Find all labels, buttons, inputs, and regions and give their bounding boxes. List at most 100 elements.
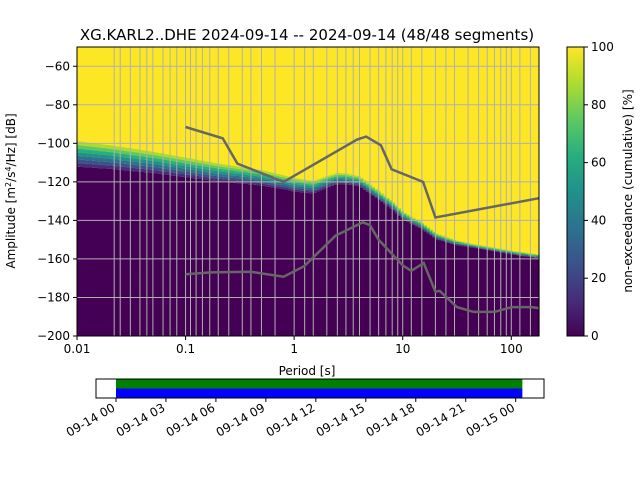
heatmap-cell	[97, 168, 101, 336]
heatmap-cell	[123, 150, 127, 155]
heatmap-cell	[374, 190, 378, 192]
heatmap-cell	[114, 169, 119, 336]
heatmap-cell	[172, 175, 176, 336]
timeline-tick-label: 09-15 00	[463, 400, 517, 439]
heatmap-cell	[134, 149, 139, 153]
heatmap-cell	[310, 193, 315, 336]
heatmap-cell	[455, 245, 459, 336]
heatmap-cell	[163, 171, 168, 175]
heatmap-cell	[489, 247, 494, 249]
heatmap-cell	[206, 174, 211, 178]
heatmap-cell	[117, 146, 121, 150]
heatmap-cell	[105, 168, 110, 336]
heatmap-cell	[357, 176, 361, 178]
heatmap-cell	[305, 189, 309, 192]
heatmap-cell	[333, 183, 338, 185]
heatmap-cell	[345, 176, 350, 179]
heatmap-cell	[374, 194, 378, 196]
heatmap-cell	[152, 164, 156, 168]
heatmap-cell	[172, 169, 176, 173]
heatmap-cell	[209, 180, 214, 336]
heatmap-cell	[77, 148, 81, 153]
heatmap-cell	[178, 176, 182, 336]
heatmap-cell	[527, 254, 531, 255]
heatmap-cell	[166, 163, 170, 167]
heatmap-cell	[189, 164, 194, 167]
heatmap-cell	[489, 247, 494, 248]
heatmap-cell	[94, 160, 98, 165]
heatmap-cell	[264, 175, 269, 178]
heatmap-cell	[354, 185, 358, 336]
heatmap-cell	[169, 157, 173, 161]
heatmap-cell	[238, 174, 243, 177]
heatmap-cell	[440, 240, 445, 241]
heatmap-cell	[336, 173, 341, 175]
heatmap-cell	[172, 155, 176, 159]
heatmap-cell	[163, 154, 168, 157]
heatmap-cell	[302, 183, 306, 186]
psd-heatmap-plot	[77, 47, 540, 336]
heatmap-cell	[270, 174, 274, 177]
heatmap-cell	[487, 247, 491, 249]
heatmap-cell	[478, 247, 482, 249]
heatmap-cell	[85, 160, 90, 164]
heatmap-cell	[88, 156, 93, 161]
heatmap-cell	[79, 149, 84, 153]
heatmap-cell	[140, 165, 145, 169]
heatmap-cell	[333, 176, 338, 179]
heatmap-cell	[530, 254, 534, 255]
heatmap-cell	[403, 216, 407, 218]
heatmap-cell	[100, 158, 104, 162]
heatmap-cell	[186, 166, 191, 170]
heatmap-cell	[224, 172, 228, 175]
heatmap-cell	[117, 156, 121, 160]
heatmap-cell	[137, 159, 142, 163]
heatmap-cell	[238, 178, 243, 182]
heatmap-cell	[282, 183, 286, 186]
heatmap-cell	[533, 254, 537, 256]
heatmap-cell	[403, 215, 407, 217]
heatmap-cell	[521, 252, 526, 254]
heatmap-cell	[527, 255, 531, 257]
heatmap-cell	[212, 178, 217, 181]
heatmap-cell	[310, 189, 315, 192]
heatmap-cell	[310, 182, 315, 185]
heatmap-cell	[432, 234, 436, 236]
heatmap-cell	[446, 241, 451, 243]
heatmap-cell	[316, 182, 321, 185]
heatmap-cell	[472, 246, 477, 248]
heatmap-cell	[484, 246, 488, 247]
heatmap-cell	[420, 222, 425, 224]
heatmap-cell	[435, 233, 439, 235]
heatmap-cell	[331, 184, 335, 186]
heatmap-cell	[290, 189, 295, 192]
heatmap-cell	[354, 178, 358, 180]
heatmap-cell	[276, 180, 280, 183]
heatmap-cell	[374, 192, 378, 195]
heatmap-cell	[221, 179, 225, 182]
heatmap-cell	[417, 225, 422, 227]
heatmap-cell	[149, 160, 153, 164]
heatmap-cell	[475, 248, 479, 336]
heatmap-cell	[91, 143, 95, 147]
heatmap-cell	[426, 229, 430, 230]
heatmap-cell	[284, 176, 289, 179]
heatmap-cell	[114, 166, 119, 170]
heatmap-cell	[140, 159, 145, 163]
heatmap-cell	[484, 249, 488, 250]
heatmap-cell	[224, 169, 228, 173]
heatmap-cell	[533, 255, 537, 257]
heatmap-cell	[192, 175, 196, 179]
heatmap-cell	[432, 235, 436, 236]
heatmap-cell	[100, 164, 104, 169]
heatmap-cell	[342, 176, 347, 179]
heatmap-cell	[308, 189, 312, 192]
heatmap-cell	[513, 254, 517, 336]
heatmap-cell	[380, 194, 384, 196]
heatmap-cell	[495, 248, 500, 249]
y-tick-label: −180	[37, 290, 70, 304]
heatmap-cell	[186, 160, 191, 164]
heatmap-cell	[316, 189, 321, 192]
heatmap-cell	[449, 243, 453, 336]
heatmap-cell	[143, 156, 147, 160]
